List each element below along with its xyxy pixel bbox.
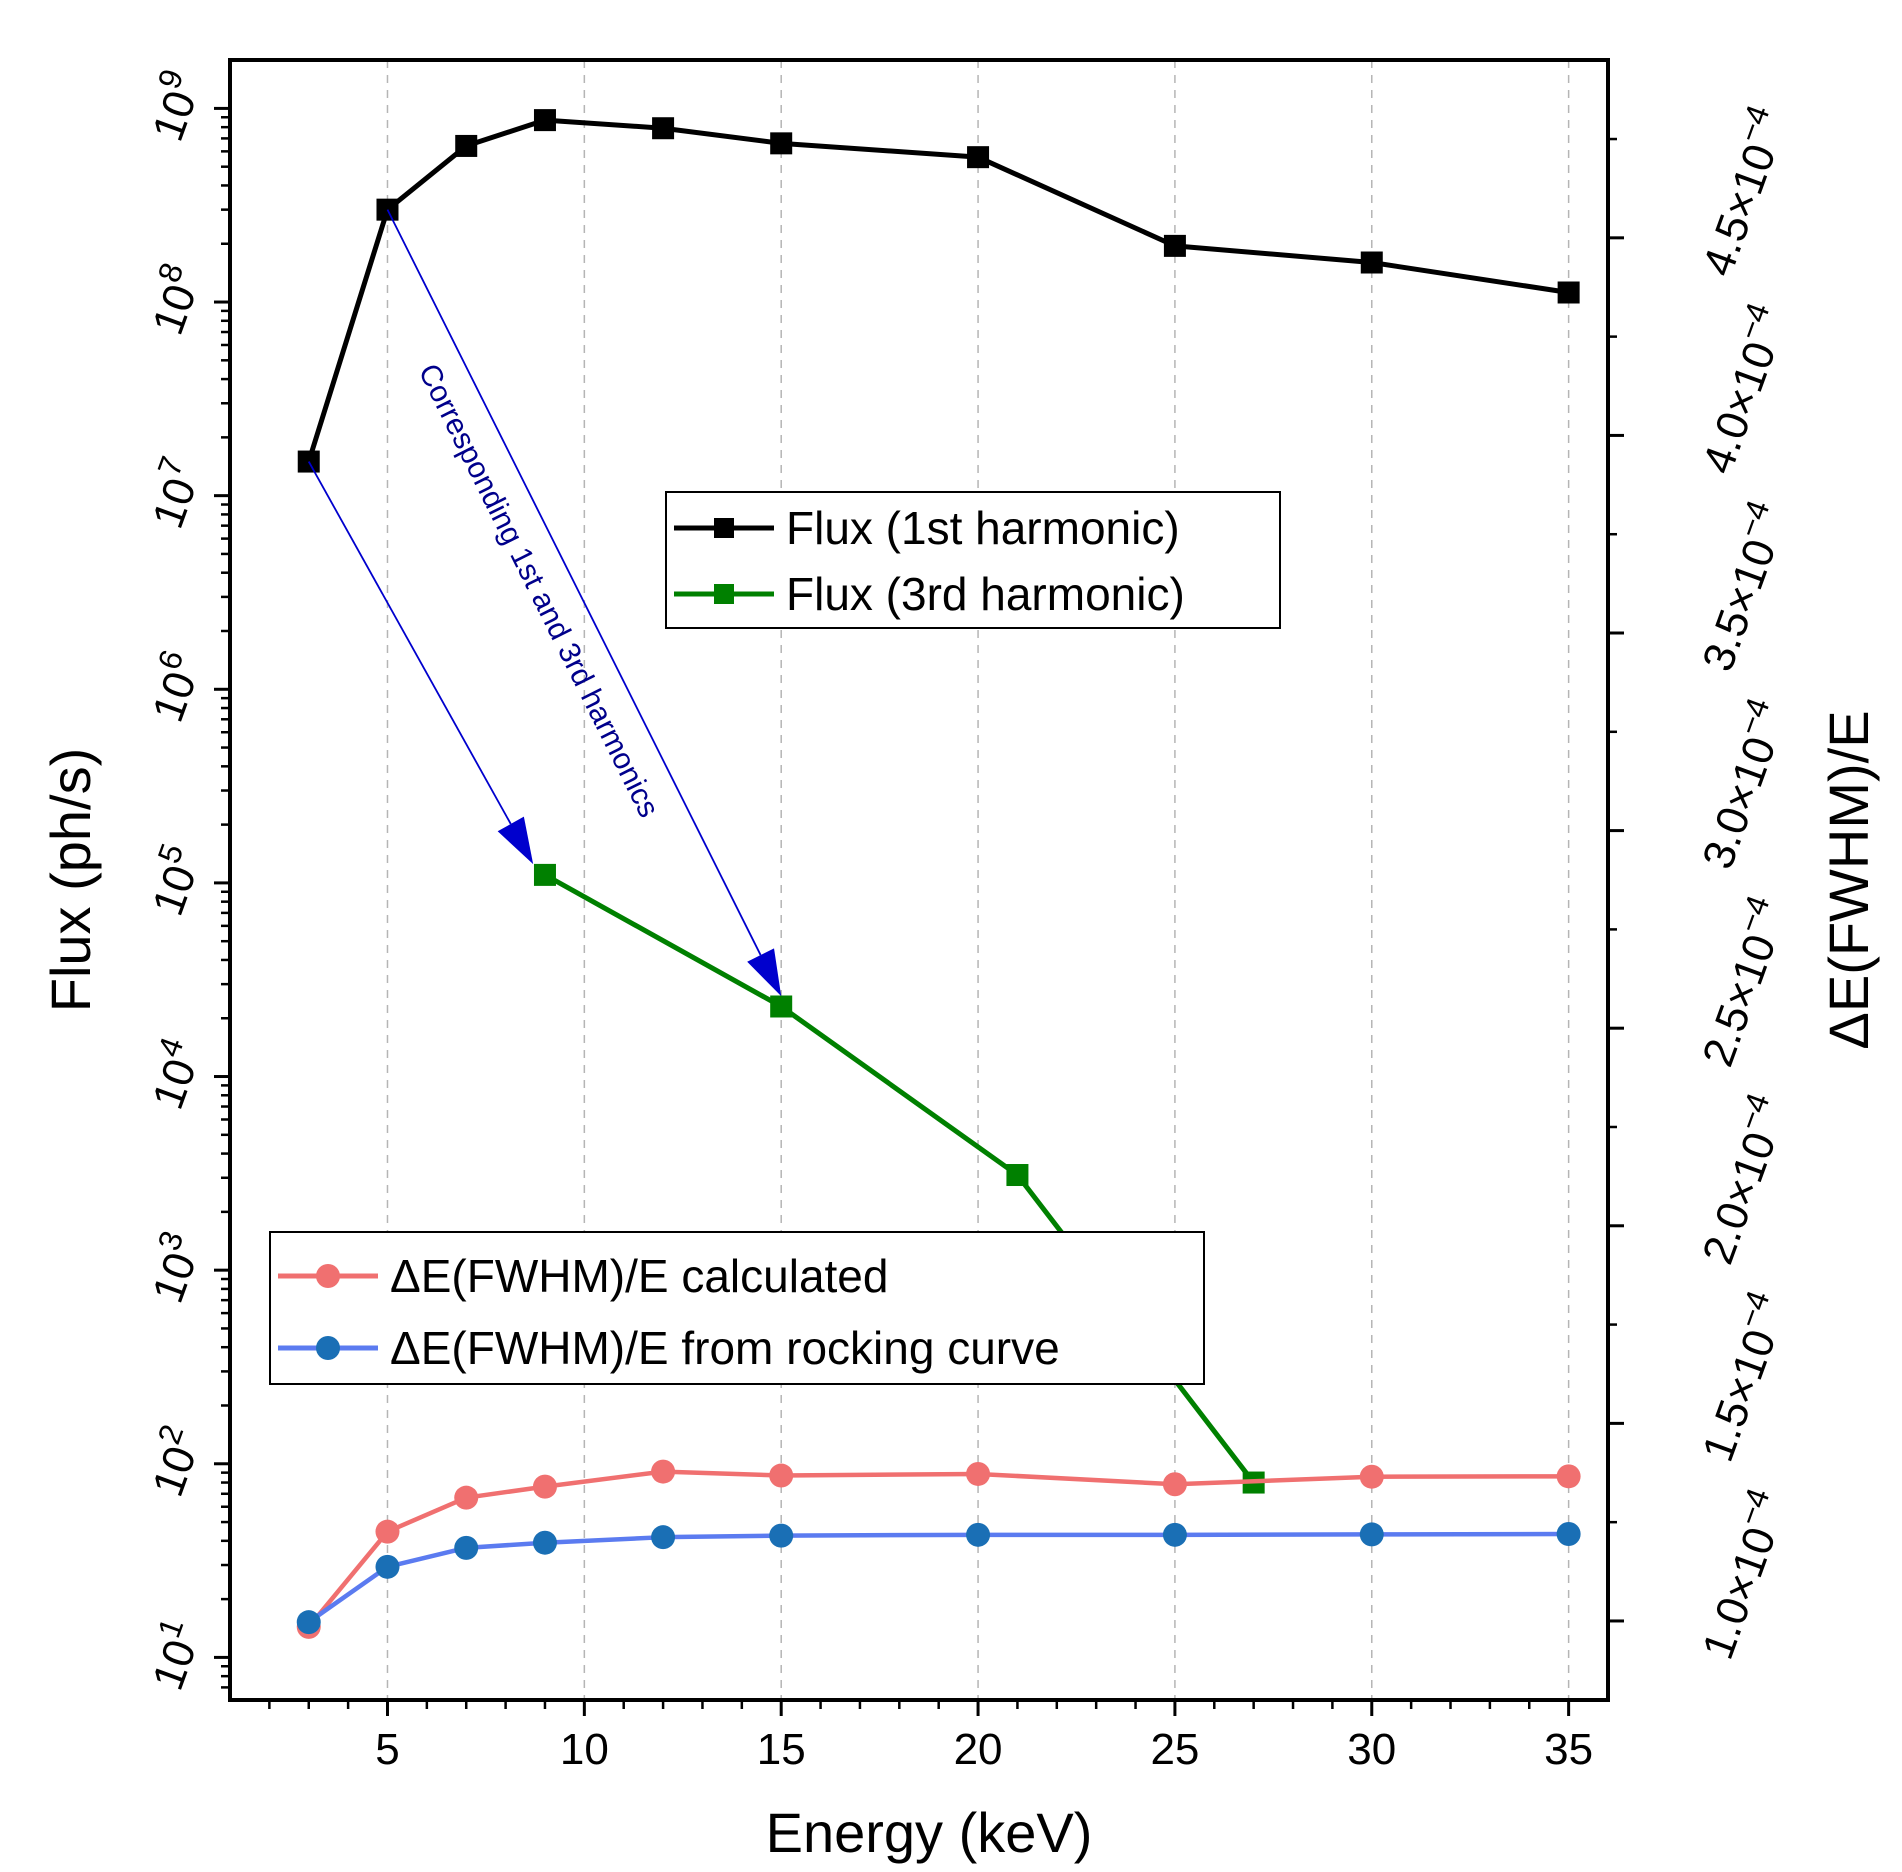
data-point-marker — [533, 109, 556, 132]
annotation-arrowhead — [497, 816, 534, 865]
series-line — [306, 117, 1570, 463]
data-point-marker — [296, 1610, 321, 1635]
data-point-marker — [455, 134, 478, 157]
data-point-marker — [1556, 1522, 1581, 1547]
legend-label: Flux (1st harmonic) — [786, 502, 1180, 554]
data-point-marker — [1359, 1522, 1384, 1547]
series-line — [307, 1531, 1569, 1624]
legend-layer: Flux (1st harmonic) Flux (3rd harmonic) ΔE… — [269, 491, 1281, 1385]
legend-box — [665, 491, 1281, 629]
data-point-marker — [1162, 1522, 1187, 1547]
data-point-marker — [1557, 281, 1580, 304]
annotation-arrow-line — [386, 209, 762, 956]
legend-swatch-marker — [714, 518, 734, 538]
data-point-marker — [652, 117, 675, 140]
data-point-marker — [1556, 1464, 1581, 1489]
data-point-marker — [454, 1535, 479, 1560]
data-point-marker — [966, 1461, 991, 1486]
legend-resolution: ΔE(FWHM)/E calculated ΔE(FWHM)/E from roc… — [269, 1231, 1205, 1385]
x-tick-label: 10 — [560, 1725, 609, 1774]
series-1 — [297, 109, 1580, 473]
data-point-marker — [651, 1459, 676, 1484]
data-point-marker — [1360, 251, 1383, 274]
x-tick-label: 20 — [954, 1725, 1003, 1774]
data-point-marker — [770, 132, 793, 155]
data-point-marker — [533, 863, 556, 886]
legend-label: ΔE(FWHM)/E calculated — [390, 1250, 888, 1302]
data-point-marker — [769, 1463, 794, 1488]
axis-labels: Energy (keV) Flux (ph/s) ΔE(FWHM)/E — [39, 710, 1880, 1864]
x-tick-label: 25 — [1150, 1725, 1199, 1774]
data-point-marker — [1359, 1464, 1384, 1489]
annotation-arrow-line — [307, 461, 512, 825]
data-point-marker — [770, 995, 793, 1018]
series-4 — [296, 1522, 1581, 1635]
grid — [386, 60, 1570, 1700]
data-point-marker — [532, 1474, 557, 1499]
data-point-marker — [1006, 1164, 1029, 1187]
x-tick-label: 30 — [1347, 1725, 1396, 1774]
x-tick-label: 15 — [757, 1725, 806, 1774]
x-axis-title: Energy (keV) — [766, 1801, 1093, 1864]
legend-box — [269, 1231, 1205, 1385]
annotation-arrowhead — [747, 948, 782, 997]
legend-swatch-marker — [714, 584, 734, 604]
data-point-marker — [454, 1485, 479, 1510]
legend-label: ΔE(FWHM)/E from rocking curve — [390, 1322, 1060, 1374]
plot-frame — [228, 58, 1610, 1702]
data-point-marker — [651, 1525, 676, 1550]
legend-swatch-marker — [316, 1264, 340, 1288]
data-point-marker — [769, 1523, 794, 1548]
data-point-marker — [966, 1522, 991, 1547]
y-right-axis-title: ΔE(FWHM)/E — [1817, 710, 1880, 1049]
y-left-axis-title: Flux (ph/s) — [39, 748, 102, 1013]
series-line — [307, 1469, 1569, 1629]
legend-label: Flux (3rd harmonic) — [786, 568, 1185, 620]
x-tick-label: 35 — [1544, 1725, 1593, 1774]
data-point-marker — [532, 1530, 557, 1555]
legend-flux: Flux (1st harmonic) Flux (3rd harmonic) — [665, 491, 1281, 629]
data-point-marker — [375, 1519, 400, 1544]
data-point-marker — [1163, 234, 1186, 257]
data-point-marker — [375, 1554, 400, 1579]
data-point-marker — [1162, 1472, 1187, 1497]
x-tick-label: 5 — [375, 1725, 399, 1774]
legend-swatch-marker — [316, 1336, 340, 1360]
data-point-marker — [967, 146, 990, 169]
